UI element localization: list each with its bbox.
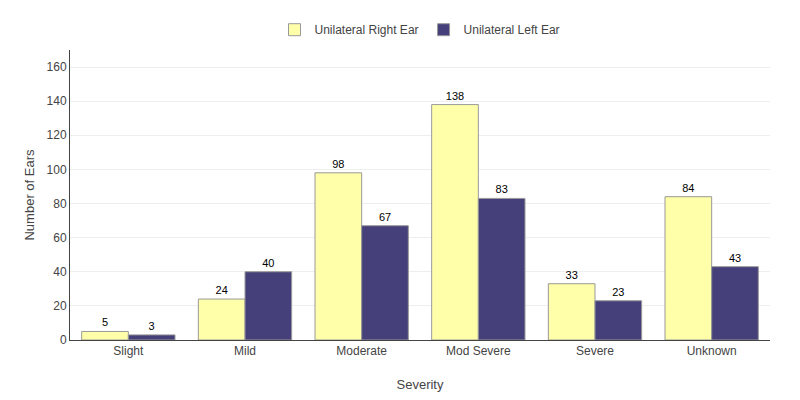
svg-text:40: 40 — [262, 257, 274, 269]
svg-text:20: 20 — [53, 299, 67, 313]
svg-text:Number of Ears: Number of Ears — [22, 149, 37, 241]
svg-text:84: 84 — [682, 182, 694, 194]
svg-text:120: 120 — [47, 128, 67, 142]
svg-text:Mod Severe: Mod Severe — [446, 344, 511, 358]
svg-text:23: 23 — [612, 286, 624, 298]
svg-text:Unilateral Right Ear: Unilateral Right Ear — [315, 23, 419, 37]
svg-text:Mild: Mild — [234, 344, 256, 358]
svg-text:Slight: Slight — [113, 344, 144, 358]
svg-text:Severe: Severe — [576, 344, 614, 358]
svg-text:Moderate: Moderate — [336, 344, 387, 358]
svg-text:100: 100 — [47, 163, 67, 177]
svg-text:160: 160 — [47, 60, 67, 74]
svg-text:83: 83 — [496, 183, 508, 195]
svg-text:5: 5 — [102, 316, 108, 328]
svg-text:40: 40 — [53, 265, 67, 279]
svg-text:98: 98 — [332, 158, 344, 170]
svg-text:80: 80 — [53, 197, 67, 211]
svg-text:138: 138 — [446, 90, 464, 102]
svg-text:3: 3 — [149, 320, 155, 332]
svg-text:67: 67 — [379, 211, 391, 223]
svg-text:Unknown: Unknown — [687, 344, 737, 358]
svg-text:43: 43 — [729, 252, 741, 264]
svg-text:Severity: Severity — [397, 377, 444, 392]
svg-text:33: 33 — [566, 269, 578, 281]
svg-text:0: 0 — [60, 333, 67, 347]
svg-text:Unilateral Left Ear: Unilateral Left Ear — [464, 23, 560, 37]
svg-text:24: 24 — [216, 284, 228, 296]
svg-text:60: 60 — [53, 231, 67, 245]
svg-text:140: 140 — [47, 94, 67, 108]
